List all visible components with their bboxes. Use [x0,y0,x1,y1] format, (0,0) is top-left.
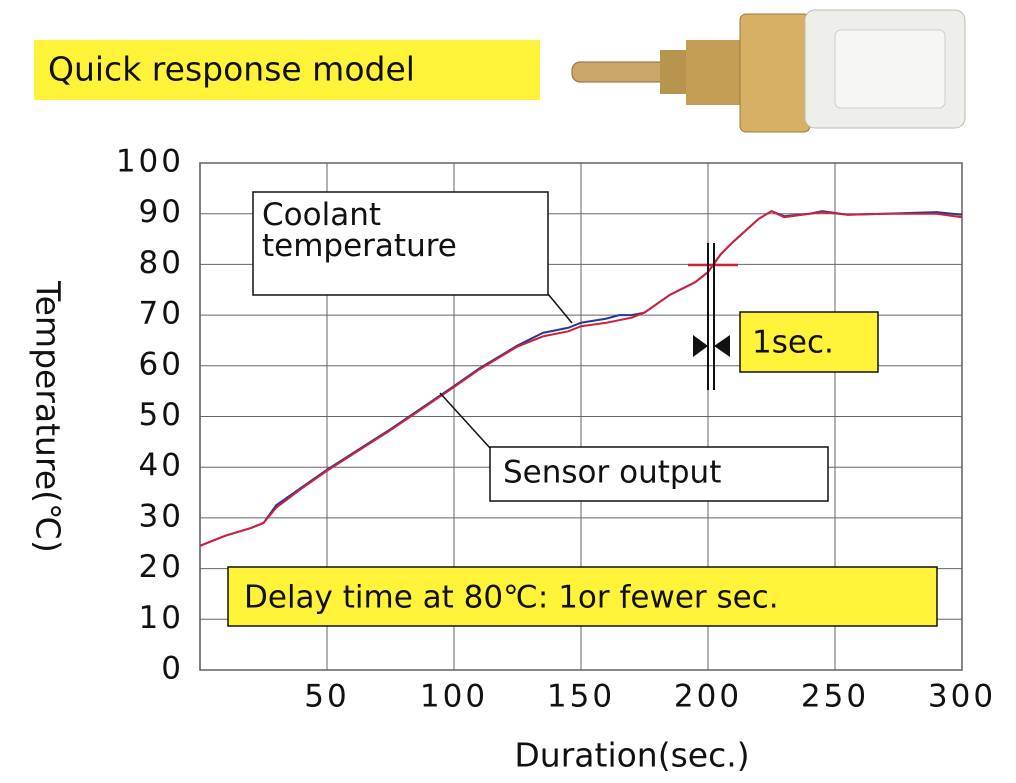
y-tick-label: 80 [139,245,184,281]
annotation: Delay time at 80℃: 1or fewer sec. [244,580,779,616]
y-tick-label: 70 [139,296,184,332]
x-tick-label: 100 [420,679,488,715]
series-label: Coolant temperature [262,200,522,262]
y-tick-label: 60 [139,346,184,382]
y-tick-label: 50 [139,397,184,433]
series-label: Sensor output [503,455,721,491]
y-tick-label: 40 [139,448,184,484]
y-tick-label: 30 [139,498,184,534]
y-axis-label: Temperature(℃) [29,280,68,553]
chart: Quick response model Coolant temperature… [0,0,1016,783]
y-tick-label: 10 [139,600,184,636]
x-tick-label: 200 [674,679,742,715]
x-axis-label: Duration(sec.) [514,736,749,775]
annotation: 1sec. [752,325,834,361]
arrow [693,335,708,357]
x-tick-label: 250 [801,679,869,715]
x-tick-label: 150 [547,679,615,715]
y-tick-label: 100 [116,144,184,180]
x-tick-label: 50 [304,679,349,715]
chart-title: Quick response model [48,50,415,89]
page: Quick response model Coolant temperature… [0,0,1016,783]
y-tick-label: 0 [161,651,184,687]
leader-line [548,294,572,323]
callout: Coolant temperature [262,200,522,290]
y-tick-label: 20 [139,549,184,585]
leader-line [440,393,490,448]
sensor-photo [572,10,965,132]
x-tick-label: 300 [928,679,996,715]
arrow [714,335,730,357]
y-tick-label: 90 [139,194,184,230]
